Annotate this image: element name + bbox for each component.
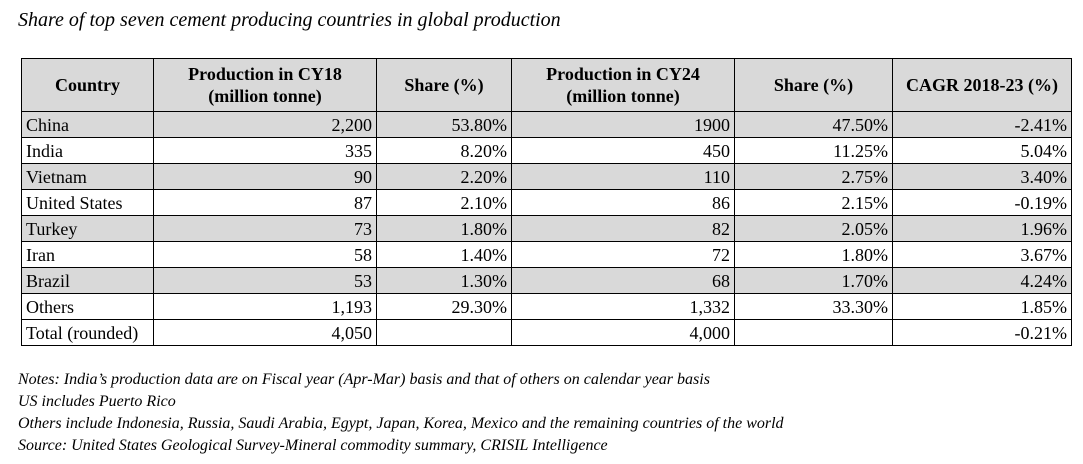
country-cell: Iran — [21, 241, 154, 268]
country-cell: Others — [21, 293, 154, 320]
production-cy24-cell: 86 — [511, 189, 735, 216]
share-cy24-cell: 1.70% — [734, 267, 893, 294]
share-cy24-cell: 1.80% — [734, 241, 893, 268]
production-cy24-cell: 1,332 — [511, 293, 735, 320]
share-cy18-cell: 1.80% — [376, 215, 512, 242]
share-cy24-cell: 2.15% — [734, 189, 893, 216]
cement-production-table: Country Production in CY18 (million tonn… — [21, 58, 1072, 346]
cagr-cell: 4.24% — [892, 267, 1072, 294]
production-cy18-cell: 58 — [153, 241, 377, 268]
production-cy24-cell: 82 — [511, 215, 735, 242]
total-row: Total (rounded) 4,050 4,000 -0.21% — [21, 319, 1072, 346]
country-cell: Brazil — [21, 267, 154, 294]
table-notes: Notes: India’s production data are on Fi… — [18, 369, 784, 457]
table-row: United States 87 2.10% 86 2.15% -0.19% — [21, 189, 1072, 216]
total-production-cy18-cell: 4,050 — [153, 319, 377, 346]
total-cagr-cell: -0.21% — [892, 319, 1072, 346]
country-cell: India — [21, 137, 154, 164]
header-share-cy24: Share (%) — [734, 58, 893, 112]
header-production-cy24: Production in CY24 (million tonne) — [511, 58, 735, 112]
cagr-cell: 1.85% — [892, 293, 1072, 320]
country-cell: United States — [21, 189, 154, 216]
country-cell: China — [21, 111, 154, 138]
cagr-cell: -2.41% — [892, 111, 1072, 138]
total-share-cy24-cell — [734, 319, 893, 346]
share-cy18-cell: 8.20% — [376, 137, 512, 164]
header-row: Country Production in CY18 (million tonn… — [21, 58, 1072, 112]
production-cy24-cell: 68 — [511, 267, 735, 294]
share-cy18-cell: 29.30% — [376, 293, 512, 320]
share-cy24-cell: 2.05% — [734, 215, 893, 242]
table-row: Iran 58 1.40% 72 1.80% 3.67% — [21, 241, 1072, 268]
cagr-cell: 5.04% — [892, 137, 1072, 164]
header-share-cy18: Share (%) — [376, 58, 512, 112]
production-cy18-cell: 73 — [153, 215, 377, 242]
note-line: Notes: India’s production data are on Fi… — [18, 371, 710, 388]
country-cell: Vietnam — [21, 163, 154, 190]
production-cy18-cell: 1,193 — [153, 293, 377, 320]
production-cy18-cell: 53 — [153, 267, 377, 294]
total-production-cy24-cell: 4,000 — [511, 319, 735, 346]
header-production-cy18: Production in CY18 (million tonne) — [153, 58, 377, 112]
cagr-cell: -0.19% — [892, 189, 1072, 216]
production-cy24-cell: 72 — [511, 241, 735, 268]
share-cy24-cell: 33.30% — [734, 293, 893, 320]
header-cagr: CAGR 2018-23 (%) — [892, 58, 1072, 112]
production-cy24-cell: 450 — [511, 137, 735, 164]
share-cy18-cell: 1.30% — [376, 267, 512, 294]
total-label-cell: Total (rounded) — [21, 319, 154, 346]
table-row: Vietnam 90 2.20% 110 2.75% 3.40% — [21, 163, 1072, 190]
cagr-cell: 3.67% — [892, 241, 1072, 268]
share-cy18-cell: 1.40% — [376, 241, 512, 268]
share-cy24-cell: 11.25% — [734, 137, 893, 164]
production-cy24-cell: 110 — [511, 163, 735, 190]
note-line: US includes Puerto Rico — [18, 393, 176, 410]
note-line: Others include Indonesia, Russia, Saudi … — [18, 415, 784, 432]
production-cy18-cell: 335 — [153, 137, 377, 164]
table-row: China 2,200 53.80% 1900 47.50% -2.41% — [21, 111, 1072, 138]
cagr-cell: 3.40% — [892, 163, 1072, 190]
table-row: Brazil 53 1.30% 68 1.70% 4.24% — [21, 267, 1072, 294]
share-cy18-cell: 2.20% — [376, 163, 512, 190]
table-row: Others 1,193 29.30% 1,332 33.30% 1.85% — [21, 293, 1072, 320]
header-country: Country — [21, 58, 154, 112]
production-cy24-cell: 1900 — [511, 111, 735, 138]
cagr-cell: 1.96% — [892, 215, 1072, 242]
share-cy18-cell: 2.10% — [376, 189, 512, 216]
table-title: Share of top seven cement producing coun… — [18, 9, 561, 31]
share-cy24-cell: 2.75% — [734, 163, 893, 190]
production-cy18-cell: 87 — [153, 189, 377, 216]
share-cy24-cell: 47.50% — [734, 111, 893, 138]
production-cy18-cell: 90 — [153, 163, 377, 190]
production-cy18-cell: 2,200 — [153, 111, 377, 138]
total-share-cy18-cell — [376, 319, 512, 346]
table-row: India 335 8.20% 450 11.25% 5.04% — [21, 137, 1072, 164]
country-cell: Turkey — [21, 215, 154, 242]
table-row: Turkey 73 1.80% 82 2.05% 1.96% — [21, 215, 1072, 242]
share-cy18-cell: 53.80% — [376, 111, 512, 138]
source-line: Source: United States Geological Survey-… — [18, 437, 608, 454]
